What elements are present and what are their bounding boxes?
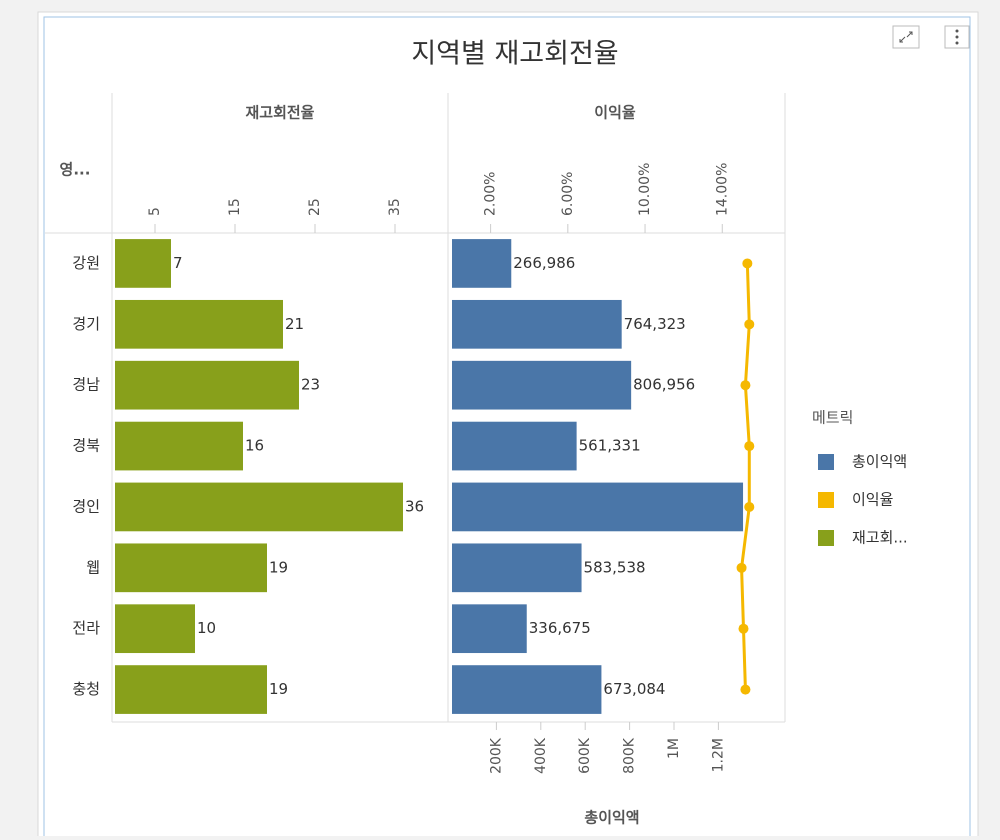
bar	[452, 360, 632, 410]
value-label: 7	[173, 254, 183, 272]
bar	[452, 665, 602, 714]
legend-label: 이익율	[852, 491, 893, 509]
value-label: 10	[197, 619, 216, 637]
value-label: 764,323	[624, 315, 686, 333]
x-tick-label: 25	[307, 198, 323, 216]
value-label: 36	[405, 497, 424, 515]
bar	[115, 360, 299, 410]
row-label: 전라	[72, 619, 100, 637]
bar	[452, 482, 744, 532]
axis-title: 이익율	[594, 104, 636, 122]
x-tick-label: 800K	[622, 737, 638, 774]
dot	[955, 29, 959, 33]
bar	[115, 665, 267, 714]
point	[740, 380, 751, 391]
legend-swatch	[818, 530, 834, 546]
x-tick-label: 1M	[666, 738, 682, 759]
x-tick-label: 400K	[533, 737, 549, 774]
point	[736, 562, 747, 573]
x-tick-label: 35	[387, 198, 403, 216]
row-label: 경인	[72, 497, 100, 515]
legend-label: 재고회...	[852, 529, 908, 547]
point	[740, 684, 751, 695]
value-label: 806,956	[633, 376, 695, 394]
dot	[955, 41, 959, 45]
expand-glyph	[899, 31, 913, 43]
expand-icon[interactable]	[892, 25, 920, 49]
x-tick-label: 10.00%	[637, 163, 653, 216]
row-label: 경남	[72, 376, 100, 394]
bar	[452, 543, 582, 593]
bar	[115, 482, 403, 532]
value-label: 19	[269, 558, 288, 576]
x-tick-label: 2.00%	[483, 172, 499, 216]
point	[744, 441, 755, 452]
x-tick-label: 6.00%	[560, 172, 576, 216]
x-tick-label: 600K	[577, 737, 593, 774]
point	[744, 501, 755, 512]
legend-title: 메트릭	[812, 409, 853, 427]
bar	[452, 299, 622, 349]
legend-swatch	[818, 454, 834, 470]
row-label: 경북	[72, 437, 100, 455]
value-label: 23	[301, 376, 320, 394]
bar	[452, 604, 527, 654]
x-tick-label: 15	[227, 198, 243, 216]
x-tick-label: 5	[147, 207, 163, 216]
value-label: 583,538	[584, 558, 646, 576]
point	[742, 258, 753, 269]
value-label: 16	[245, 437, 264, 455]
row-label: 웹	[86, 558, 100, 576]
legend-label: 총이익액	[852, 453, 907, 471]
x-tick-label: 1.2M	[710, 738, 726, 772]
value-label: 561,331	[579, 437, 641, 455]
axis-title: 총이익액	[584, 809, 639, 827]
dot	[955, 35, 959, 39]
value-label: 266,986	[513, 254, 575, 272]
value-label: 21	[285, 315, 304, 333]
bar	[452, 239, 512, 288]
x-tick-label: 200K	[488, 737, 504, 774]
value-label: 19	[269, 680, 288, 698]
bar	[115, 299, 283, 349]
bar	[115, 239, 171, 288]
x-tick-label: 14.00%	[714, 163, 730, 216]
chart-title: 지역별 재고회전율	[411, 39, 618, 70]
legend-swatch	[818, 492, 834, 508]
bar	[452, 421, 577, 471]
row-header: 영...	[60, 161, 91, 179]
line	[740, 263, 751, 690]
row-label: 충청	[72, 680, 100, 698]
point	[744, 319, 755, 330]
value-label: 673,084	[603, 680, 665, 698]
axis-title: 재고회전율	[245, 104, 314, 122]
bar	[115, 543, 267, 593]
row-label: 경기	[72, 315, 100, 333]
row-label: 강원	[72, 254, 100, 272]
bar	[115, 604, 195, 654]
value-label: 336,675	[529, 619, 591, 637]
bar	[115, 421, 243, 471]
point	[738, 623, 749, 634]
